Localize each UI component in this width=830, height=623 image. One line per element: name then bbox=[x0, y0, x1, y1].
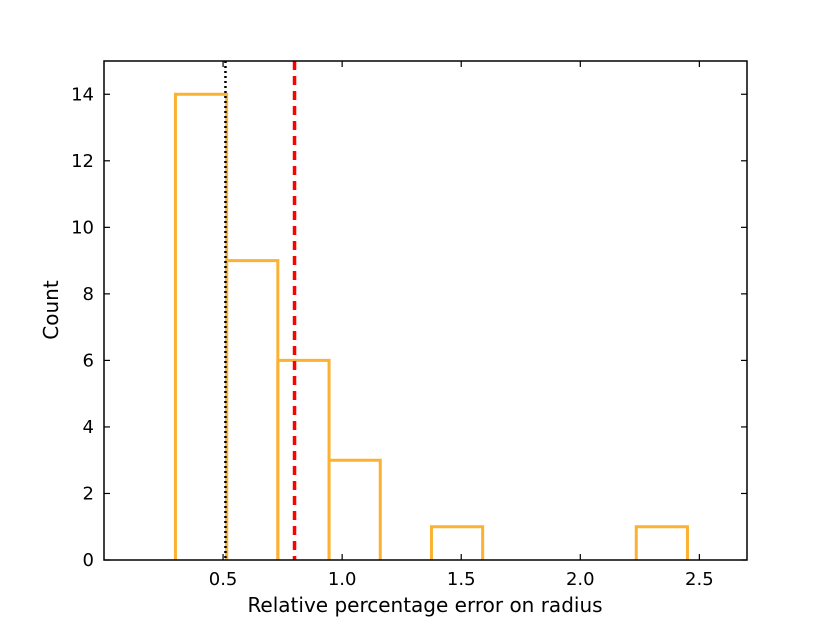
histogram-bar bbox=[225, 259, 280, 560]
histogram-bar bbox=[276, 358, 331, 560]
y-axis-ticks: 0 2 4 6 8 10 12 14 bbox=[71, 84, 747, 571]
x-tick-label: 0.5 bbox=[209, 569, 238, 590]
y-tick-label: 4 bbox=[83, 417, 94, 438]
y-tick-label: 6 bbox=[83, 350, 94, 371]
x-axis-ticks: 0.5 1.0 1.5 2.0 2.5 bbox=[209, 61, 714, 590]
x-tick-label: 1.5 bbox=[447, 569, 476, 590]
y-axis-label: Count bbox=[39, 280, 63, 340]
histogram-bar bbox=[327, 458, 382, 560]
plot-frame bbox=[103, 60, 748, 561]
histogram-bar bbox=[634, 525, 689, 560]
x-tick-label: 2.5 bbox=[685, 569, 714, 590]
y-tick-label: 14 bbox=[71, 84, 94, 105]
y-tick-label: 0 bbox=[83, 550, 94, 571]
plot-layer bbox=[173, 61, 689, 560]
x-axis-label: Relative percentage error on radius bbox=[247, 593, 602, 617]
x-tick-label: 2.0 bbox=[566, 569, 595, 590]
x-tick-label: 1.0 bbox=[328, 569, 357, 590]
y-tick-label: 12 bbox=[71, 151, 94, 172]
y-tick-label: 2 bbox=[83, 483, 94, 504]
histogram-bar bbox=[429, 525, 485, 560]
histogram-bar bbox=[173, 92, 229, 560]
y-tick-label: 10 bbox=[71, 217, 94, 238]
y-tick-label: 8 bbox=[83, 284, 94, 305]
